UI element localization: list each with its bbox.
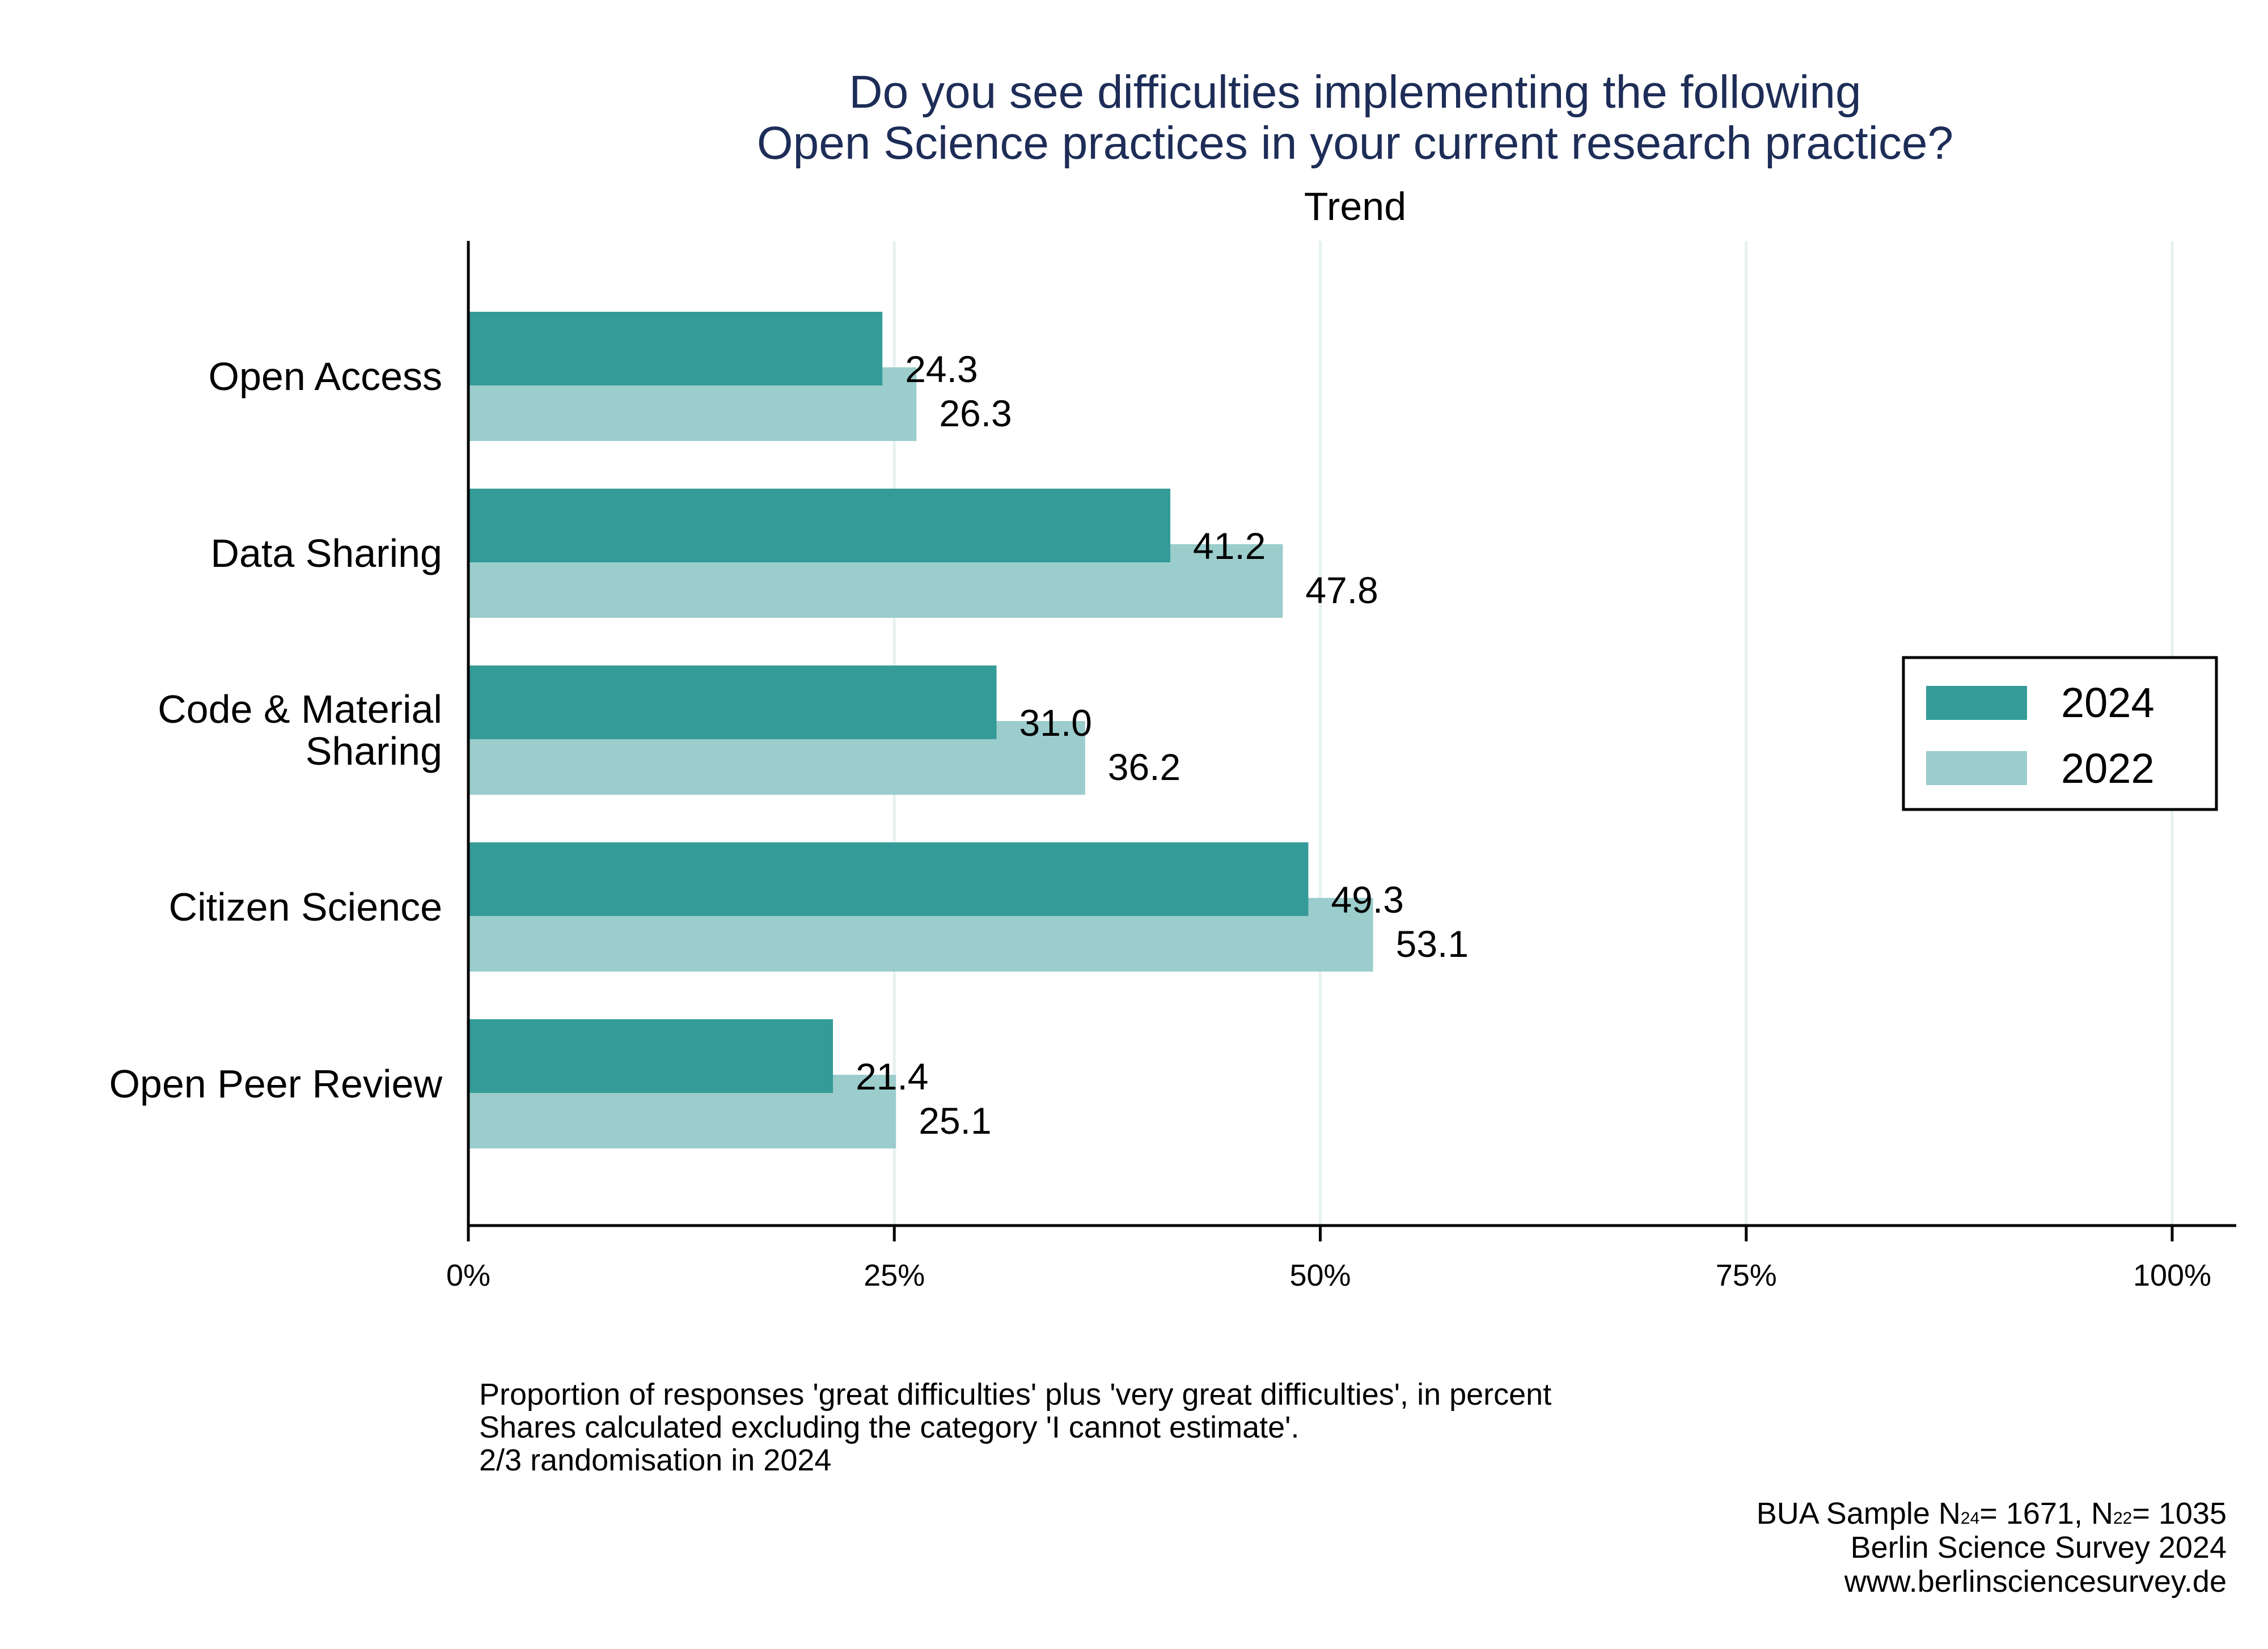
x-tick-label-0: 0% (446, 1258, 490, 1292)
category-label-4: Open Peer Review (109, 1062, 442, 1106)
category-label-1: Data Sharing (210, 531, 442, 575)
data-label-2022-3: 53.1 (1396, 923, 1469, 965)
category-label-3: Citizen Science (169, 885, 442, 929)
legend-label-2022: 2022 (2061, 745, 2155, 792)
category-labels: Open Access Data Sharing Code & MaterialSh… (109, 354, 442, 1106)
bar-2024-3 (468, 842, 1309, 916)
data-label-2024-0: 24.3 (905, 348, 978, 390)
chart-title-line-1: Do you see difficulties implementing the… (849, 66, 1861, 118)
data-label-2022-4: 25.1 (919, 1100, 991, 1142)
chart-title-line-2: Open Science practices in your current r… (757, 117, 1953, 169)
x-tick-label-25: 25% (864, 1258, 925, 1292)
data-label-2024-1: 41.2 (1193, 525, 1266, 567)
chart-subtitle: Trend (1304, 184, 1406, 228)
data-label-2024-4: 21.4 (856, 1055, 928, 1097)
source-line-2: Berlin Science Survey 2024 (1851, 1531, 2227, 1565)
source-line-1: BUA Sample N24= 1671, N22= 1035 (1757, 1497, 2227, 1531)
bars (468, 312, 1373, 1148)
legend: 2024 2022 (1902, 656, 2218, 811)
x-axis-ticks: 0% 25% 50% 75% 100% (446, 1226, 2211, 1292)
note-line-3: 2/3 randomisation in 2024 (479, 1443, 831, 1477)
data-label-2024-2: 31.0 (1019, 702, 1092, 744)
x-tick-label-75: 75% (1716, 1258, 1777, 1292)
source: BUA Sample N24= 1671, N22= 1035 Berlin S… (1757, 1497, 2227, 1599)
bar-2024-2 (468, 665, 997, 739)
data-label-2022-0: 26.3 (939, 392, 1012, 434)
data-label-2022-1: 47.8 (1305, 569, 1378, 611)
note-line-2: Shares calculated excluding the category… (479, 1410, 1299, 1444)
x-tick-label-100: 100% (2133, 1258, 2211, 1292)
note-line-1: Proportion of responses 'great difficult… (479, 1377, 1551, 1411)
data-label-2022-2: 36.2 (1108, 746, 1180, 788)
category-label-2-line-1: Code & Material (158, 687, 442, 731)
legend-swatch-2022 (1926, 751, 2027, 785)
notes: Proportion of responses 'great difficult… (479, 1377, 1551, 1477)
bar-2024-0 (468, 312, 883, 385)
legend-label-2024: 2024 (2061, 679, 2155, 726)
category-label-2-line-2: Sharing (306, 729, 442, 773)
source-line-3: www.berlinsciencesurvey.de (1844, 1565, 2227, 1599)
legend-swatch-2024 (1926, 686, 2027, 720)
bar-2024-4 (468, 1019, 833, 1093)
data-labels: 24.326.3 41.2 47.8 31.0 36.2 49.353.1 21.425.1 (856, 348, 1469, 1142)
legend-box (1902, 656, 2218, 811)
category-label-0: Open Access (209, 354, 442, 399)
bar-2024-1 (468, 489, 1171, 562)
data-label-2024-3: 49.3 (1331, 879, 1403, 921)
x-tick-label-50: 50% (1289, 1258, 1351, 1292)
